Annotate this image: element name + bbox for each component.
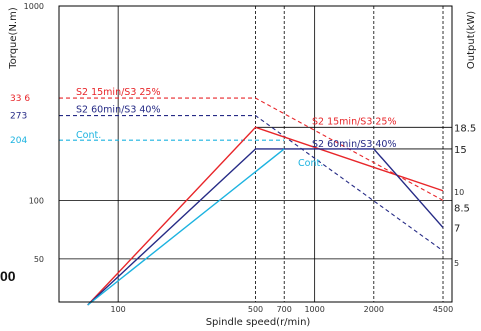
- x-tick-label-500: 500: [248, 305, 263, 314]
- y-axis-label-left: Torque(N.m): [8, 7, 19, 70]
- x-tick-label-100: 100: [111, 305, 126, 314]
- output-tick-label-10: 10: [454, 188, 464, 197]
- grid: [59, 6, 452, 302]
- output-curves: [87, 126, 444, 306]
- series-label-lower-0: S2 15min/S3 25%: [312, 116, 397, 127]
- output-tick-label-5: 5: [454, 259, 459, 268]
- y-tick-label-100: 100: [29, 196, 44, 205]
- output-curve-1: [87, 148, 444, 306]
- series-label-upper-2: Cont.: [76, 130, 101, 141]
- output-tick-label-15: 15: [454, 145, 467, 156]
- chart-labels: 100 500 700 1000 2000 4500 50 100 1000 5 7 8.5 10 15 1…: [10, 2, 476, 314]
- series-label-lower-2: Cont.: [298, 158, 323, 169]
- plot-frame: [58, 5, 453, 303]
- torque-curve-0: [59, 97, 444, 201]
- x-tick-label-1000: 1000: [304, 305, 324, 314]
- y-axis-label-right: Output(kW): [466, 11, 477, 69]
- x-tick-label-2000: 2000: [364, 305, 384, 314]
- torque-curve-1: [59, 115, 444, 252]
- plot-border: [58, 5, 453, 303]
- x-tick-label-700: 700: [277, 305, 292, 314]
- torque-level-label-2: 204: [10, 136, 27, 146]
- series-label-upper-0: S2 15min/S3 25%: [76, 87, 161, 98]
- torque-curves: [59, 97, 444, 252]
- y-tick-label-1000: 1000: [24, 2, 44, 11]
- output-tick-label-8.5: 8.5: [454, 204, 470, 215]
- x-tick-label-4500: 4500: [433, 305, 453, 314]
- output-tick-label-18.5: 18.5: [454, 123, 476, 134]
- series-label-upper-1: S2 60min/S3 40%: [76, 105, 161, 116]
- torque-level-label-1: 273: [10, 112, 27, 122]
- x-axis-label: Spindle speed(r/min): [206, 317, 311, 328]
- torque-level-label-0: 33 6: [10, 94, 30, 104]
- output-curve-0: [87, 126, 444, 306]
- output-curve-2: [87, 148, 285, 306]
- series-label-lower-1: S2 60min/S3 40%: [312, 139, 397, 150]
- stray-text: 00: [0, 268, 16, 284]
- y-tick-label-50: 50: [34, 255, 44, 264]
- output-tick-label-7: 7: [454, 224, 460, 235]
